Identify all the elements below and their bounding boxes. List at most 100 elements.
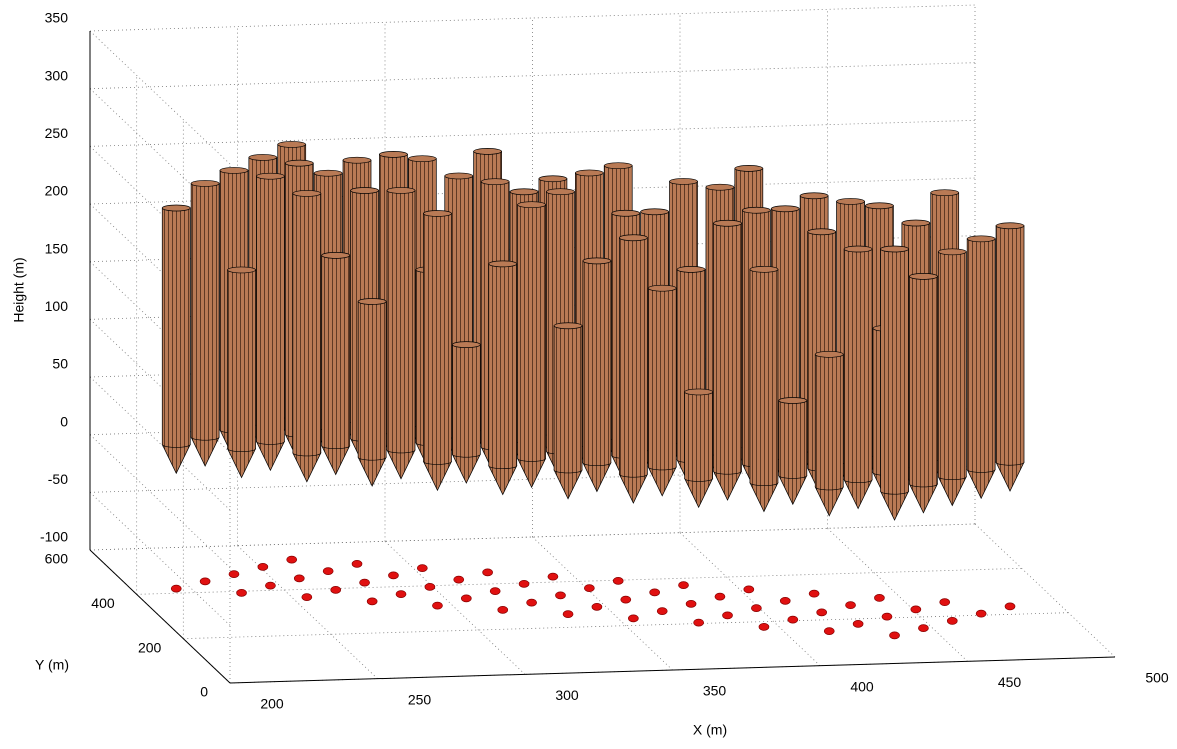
well-body — [386, 190, 416, 454]
well-top — [937, 248, 967, 256]
z-axis-label: Height (m) — [11, 257, 27, 322]
well-marker — [330, 586, 342, 594]
well-top — [669, 178, 698, 185]
well — [517, 201, 547, 489]
well-body — [256, 175, 285, 445]
z-tick-label: 50 — [52, 356, 68, 372]
well-marker — [910, 605, 922, 614]
well-top — [517, 201, 546, 209]
well-top — [574, 169, 604, 177]
well-tip — [712, 470, 743, 501]
well-top — [880, 245, 909, 253]
y-tick-label: 0 — [200, 684, 208, 700]
x-tick-label: 450 — [998, 674, 1022, 690]
well-marker — [388, 571, 399, 580]
grid-line — [89, 492, 231, 626]
well-top — [865, 202, 894, 210]
well-marker — [199, 577, 211, 586]
well-marker — [722, 611, 733, 620]
well-marker — [693, 618, 705, 627]
well — [190, 180, 220, 467]
well-top — [814, 350, 844, 358]
x-tick-label: 400 — [850, 678, 874, 694]
well — [161, 204, 191, 475]
well-body — [292, 193, 322, 457]
well-top — [473, 148, 502, 155]
well-marker — [562, 610, 574, 618]
well-marker — [453, 575, 465, 584]
well — [255, 172, 285, 472]
well-marker — [1004, 602, 1016, 611]
well-body — [227, 269, 256, 453]
well-body — [488, 263, 518, 470]
well — [995, 222, 1025, 492]
well-top — [342, 156, 372, 164]
grid-line — [384, 541, 526, 675]
well-top — [313, 169, 343, 177]
well — [292, 190, 322, 483]
well-top — [705, 183, 735, 191]
well-marker — [649, 588, 661, 597]
well-marker — [808, 589, 820, 598]
z-tick-label: 200 — [45, 183, 69, 199]
well-tip — [422, 461, 453, 492]
well-marker — [265, 581, 276, 590]
well-marker — [939, 598, 951, 606]
well — [357, 298, 387, 487]
well-tip — [553, 469, 583, 500]
well-marker — [591, 603, 603, 611]
well-marker — [497, 606, 509, 614]
well-tip — [647, 466, 677, 497]
well-top — [509, 188, 539, 196]
well-top — [742, 206, 771, 214]
well-marker — [627, 614, 639, 623]
well — [712, 219, 743, 501]
well-marker — [301, 593, 313, 601]
well-top — [909, 273, 938, 280]
well-marker — [889, 631, 900, 640]
x-tick-label: 500 — [1145, 670, 1169, 686]
well-tip — [451, 453, 481, 484]
well-marker — [547, 572, 559, 581]
well-top — [799, 192, 829, 200]
well-marker — [946, 617, 958, 625]
grid-line — [89, 434, 231, 568]
well-tip — [161, 444, 191, 475]
well-top — [488, 260, 518, 268]
well-body — [814, 353, 844, 491]
well-top — [611, 209, 641, 217]
well-top — [995, 222, 1025, 230]
well-marker — [656, 607, 668, 615]
well-tip — [618, 473, 648, 504]
well-top — [930, 189, 960, 197]
well-top — [292, 190, 322, 197]
well-marker — [293, 574, 305, 583]
well-marker — [257, 563, 269, 571]
well — [843, 245, 873, 510]
well — [386, 187, 416, 480]
well-marker — [685, 600, 697, 608]
well-body — [553, 325, 583, 474]
well-marker — [460, 594, 472, 603]
well — [814, 350, 844, 517]
well-marker — [395, 590, 407, 598]
well — [647, 284, 677, 497]
well — [422, 210, 453, 492]
well — [778, 397, 808, 506]
well-top — [444, 172, 474, 180]
well-marker — [714, 592, 726, 601]
x-axis-label: X (m) — [693, 722, 727, 738]
well-body — [517, 204, 546, 462]
well-top — [770, 205, 800, 213]
well-body — [582, 260, 612, 467]
well — [749, 265, 779, 513]
well-marker — [743, 585, 755, 594]
well-marker — [555, 591, 566, 600]
well-marker — [359, 578, 370, 587]
well-top — [277, 141, 307, 148]
well-top — [553, 322, 583, 330]
well-body — [451, 344, 481, 458]
well-tip — [190, 436, 220, 467]
well — [879, 245, 910, 521]
well-top — [321, 252, 351, 259]
